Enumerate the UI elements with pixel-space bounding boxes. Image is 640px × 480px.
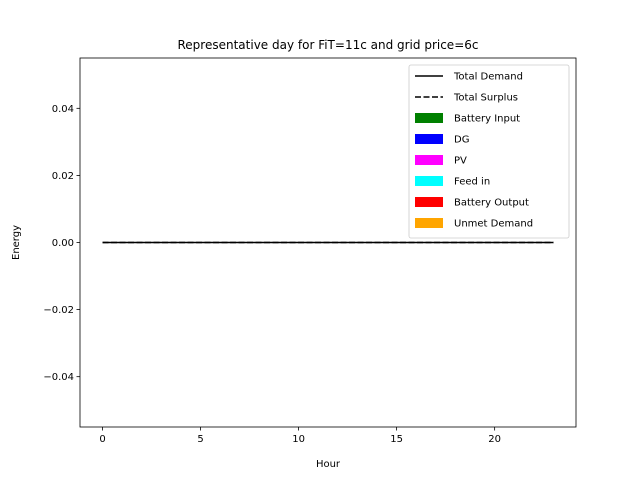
legend-label-pv: PV [454, 156, 467, 167]
legend-swatch-battery-output [415, 197, 443, 207]
y-axis-label: Energy [11, 225, 22, 260]
x-axis-ticks: 0 5 10 15 20 [99, 427, 501, 445]
legend-label-battery-output: Battery Output [454, 198, 529, 209]
x-axis-label: Hour [316, 459, 341, 470]
x-tick-label: 0 [99, 434, 105, 445]
legend-label-feed-in: Feed in [454, 177, 490, 188]
y-tick-label: 0.04 [52, 104, 74, 115]
y-tick-label: −0.02 [43, 305, 74, 316]
y-axis-ticks: −0.04 −0.02 0.00 0.02 0.04 [43, 104, 80, 383]
x-tick-label: 5 [197, 434, 203, 445]
y-tick-label: −0.04 [43, 372, 74, 383]
legend-label-total-demand: Total Demand [453, 72, 523, 83]
x-tick-label: 15 [390, 434, 403, 445]
legend-swatch-battery-input [415, 113, 443, 123]
chart-title: Representative day for FiT=11c and grid … [178, 38, 479, 52]
legend-label-total-surplus: Total Surplus [453, 93, 518, 104]
y-tick-label: 0.00 [52, 238, 74, 249]
legend-swatch-dg [415, 134, 443, 144]
legend-label-unmet-demand: Unmet Demand [454, 219, 533, 230]
legend-swatch-pv [415, 155, 443, 165]
legend-label-dg: DG [454, 135, 469, 146]
legend-swatch-feed-in [415, 176, 443, 186]
legend-swatch-unmet-demand [415, 218, 443, 228]
legend-box [408, 64, 570, 239]
x-tick-label: 20 [488, 434, 501, 445]
legend-label-battery-input: Battery Input [454, 114, 520, 125]
legend: Total Demand Total Surplus Battery Input DG… [408, 64, 570, 239]
x-tick-label: 10 [292, 434, 305, 445]
y-tick-label: 0.02 [52, 171, 74, 182]
